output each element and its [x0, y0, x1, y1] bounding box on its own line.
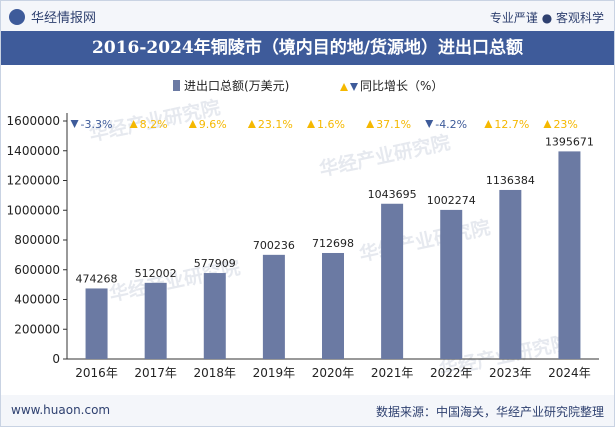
x-tick-label: 2022年 — [430, 366, 473, 380]
y-tick-label: 200000 — [14, 322, 60, 336]
bar-value-label: 577909 — [194, 257, 236, 270]
growth-label: 37.1% — [376, 118, 411, 131]
bar-1 — [85, 288, 108, 359]
tagline: 专业严谨 ● 客观科学 — [489, 11, 604, 25]
y-tick-label: 1400000 — [7, 144, 60, 158]
bar-value-label: 1043695 — [368, 188, 417, 201]
growth-up-icon — [129, 120, 138, 128]
bar-4 — [262, 254, 285, 359]
growth-label: 23% — [553, 118, 577, 131]
footer: www.huaon.com 数据来源：中国海关，华经产业研究院整理 — [1, 395, 614, 426]
brand-name: 华经情报网 — [31, 11, 97, 26]
x-tick-label: 2018年 — [194, 366, 237, 380]
top-bar: 华经情报网 专业严谨 ● 客观科学 — [1, 1, 614, 31]
watermark-text: 华经产业研究院 — [317, 131, 452, 181]
bar-value-label: 700236 — [253, 239, 295, 252]
growth-down-icon — [425, 120, 434, 128]
x-tick-label: 2017年 — [134, 366, 177, 380]
growth-up-icon — [543, 120, 552, 128]
bar-6 — [381, 203, 404, 359]
bar-value-label: 712698 — [312, 237, 354, 250]
growth-label: 8.2% — [140, 118, 168, 131]
bar-3 — [203, 273, 226, 359]
y-tick-label: 0 — [52, 352, 60, 366]
y-tick-label: 1200000 — [7, 174, 60, 188]
legend-label-growth: 同比增长（%） — [360, 79, 443, 93]
growth-label: 9.6% — [199, 118, 227, 131]
brand-logo-icon — [9, 8, 25, 25]
growth-label: -3.3% — [81, 118, 113, 131]
bar-2 — [144, 282, 167, 359]
brand-logo[interactable]: 华经情报网 — [9, 7, 96, 26]
watermark-text: 华经产业研究院 — [357, 216, 492, 266]
growth-up-icon — [484, 120, 493, 128]
footer-source: 数据来源：中国海关，华经产业研究院整理 — [375, 405, 604, 419]
growth-up-icon — [188, 120, 197, 128]
bar-value-label: 474268 — [76, 272, 118, 285]
bar-5 — [322, 252, 344, 359]
bar-7 — [440, 209, 463, 359]
legend-label-total: 进出口总额(万美元) — [184, 79, 289, 93]
growth-up-icon — [247, 120, 256, 128]
y-tick-label: 1600000 — [7, 114, 60, 128]
bar-value-label: 1002274 — [427, 194, 476, 207]
y-tick-label: 600000 — [14, 263, 60, 277]
footer-website[interactable]: www.huaon.com — [11, 403, 111, 417]
y-tick-label: 1000000 — [7, 203, 60, 217]
legend-down-triangle-icon — [350, 83, 358, 91]
x-tick-label: 2016年 — [75, 366, 118, 380]
y-tick-label: 800000 — [14, 233, 60, 247]
bar-8 — [499, 189, 522, 359]
growth-label: 23.1% — [258, 118, 293, 131]
growth-down-icon — [70, 120, 79, 128]
chart-title: 2016-2024年铜陵市（境内目的地/货源地）进出口总额 — [1, 31, 614, 65]
legend-bar-swatch — [173, 80, 180, 91]
growth-up-icon — [366, 120, 375, 128]
growth-label: -4.2% — [435, 118, 467, 131]
legend-up-triangle-icon — [340, 83, 348, 91]
bar-value-label: 1136384 — [486, 174, 535, 187]
x-tick-label: 2021年 — [371, 366, 414, 380]
growth-label: 1.6% — [317, 118, 345, 131]
x-tick-label: 2020年 — [312, 366, 355, 380]
growth-label: 12.7% — [494, 118, 529, 131]
bar-value-label: 1395671 — [545, 135, 594, 148]
x-tick-label: 2019年 — [253, 366, 296, 380]
bar-value-label: 512002 — [135, 267, 177, 280]
x-tick-label: 2024年 — [548, 366, 591, 380]
x-tick-label: 2023年 — [489, 366, 532, 380]
bar-9 — [558, 151, 581, 359]
y-tick-label: 400000 — [14, 293, 60, 307]
bar-chart: 华经产业研究院华经产业研究院华经产业研究院华经产业研究院华经产业研究院进出口总额… — [7, 79, 599, 381]
growth-up-icon — [307, 120, 315, 128]
